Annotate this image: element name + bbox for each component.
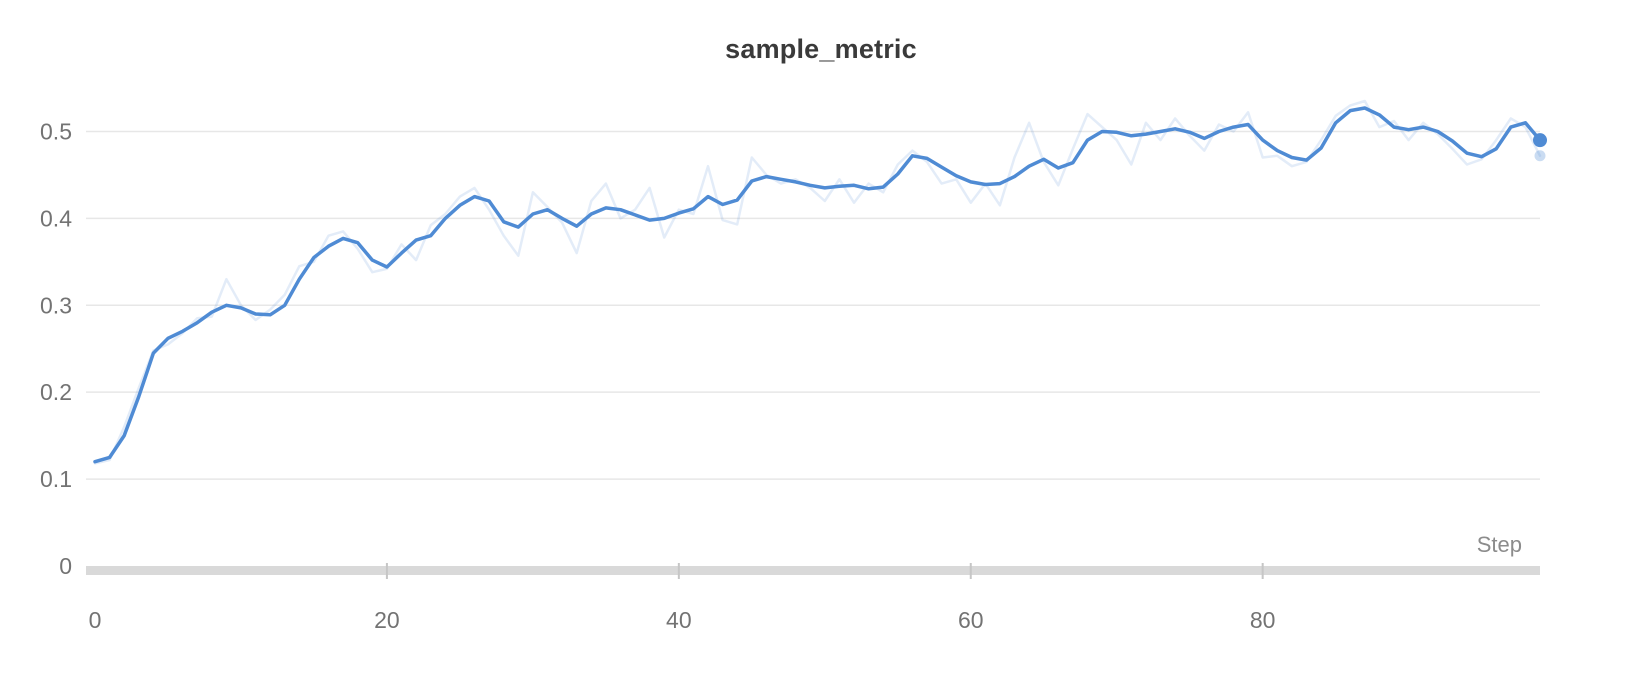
series-endpoint-dot	[1533, 133, 1547, 148]
smoothed-series-line	[93, 106, 1542, 464]
y-tick-label: 0.2	[40, 379, 72, 405]
raw-endpoint-dot	[1534, 150, 1546, 162]
y-tick-label: 0	[59, 553, 72, 579]
x-tick-label: 60	[958, 607, 984, 633]
step-axis-label: Step	[1477, 532, 1522, 557]
y-tick-label: 0.3	[40, 292, 72, 318]
x-axis-bar[interactable]	[86, 566, 1540, 575]
x-tick-label: 40	[666, 607, 692, 633]
x-tick-label: 80	[1250, 607, 1276, 633]
y-tick-label: 0.4	[40, 205, 72, 231]
chart-title: sample_metric	[725, 34, 917, 64]
y-tick-label: 0.1	[40, 466, 72, 492]
y-tick-label: 0.5	[40, 118, 72, 144]
x-tick-label: 0	[89, 607, 102, 633]
x-tick-label: 20	[374, 607, 400, 633]
raw-series-line	[93, 99, 1542, 465]
